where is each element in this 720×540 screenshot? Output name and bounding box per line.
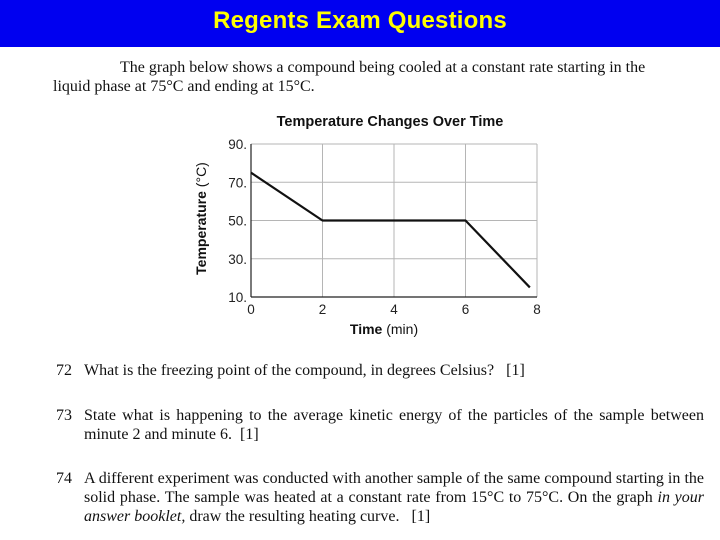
question-text: State what is happening to the average k… xyxy=(84,406,704,444)
intro-text: The graph below shows a compound being c… xyxy=(53,58,693,96)
intro-line-2: liquid phase at 75°C and ending at 15°C. xyxy=(53,78,315,95)
y-tick-label: 30. xyxy=(228,252,247,267)
question-number: 72 xyxy=(56,362,72,379)
y-tick-label: 90. xyxy=(228,137,247,152)
x-tick-label: 0 xyxy=(247,302,255,317)
x-tick-label: 2 xyxy=(319,302,327,317)
x-tick-label: 8 xyxy=(533,302,541,317)
intro-line-1: The graph below shows a compound being c… xyxy=(120,59,646,76)
x-tick-label: 4 xyxy=(390,302,398,317)
question-74-points: [1] xyxy=(411,508,431,525)
y-tick-label: 10. xyxy=(228,290,247,305)
slide-title: Regents Exam Questions xyxy=(213,7,507,34)
title-bar: Regents Exam Questions xyxy=(0,0,720,47)
question-72-text: What is the freezing point of the compou… xyxy=(84,362,495,379)
question-73-points: [1] xyxy=(239,426,259,443)
x-axis-label: Time (min) xyxy=(350,321,418,337)
y-tick-label: 50. xyxy=(228,214,247,229)
y-tick-label: 70. xyxy=(228,175,247,190)
question-text: A different experiment was conducted wit… xyxy=(84,469,704,526)
question-74-text-em: in your answer booklet, xyxy=(84,489,705,525)
temperature-chart: Temperature Changes Over Time 10. 30. 50. 70… xyxy=(193,114,541,337)
question-text: What is the freezing point of the compou… xyxy=(84,361,704,380)
question-73-text: State what is happening to the average k… xyxy=(84,407,704,443)
x-tick-label: 6 xyxy=(462,302,470,317)
y-axis-label: Temperature (°C) xyxy=(193,162,209,275)
question-74-text-a: A different experiment was conducted wit… xyxy=(84,470,704,506)
question-74-text-b: draw the resulting heating curve. xyxy=(189,508,400,525)
question-number: 73 xyxy=(56,407,72,424)
series-line xyxy=(250,171,531,289)
chart-title: Temperature Changes Over Time xyxy=(277,114,504,130)
question-number: 74 xyxy=(56,470,72,487)
question-72-points: [1] xyxy=(506,362,525,379)
